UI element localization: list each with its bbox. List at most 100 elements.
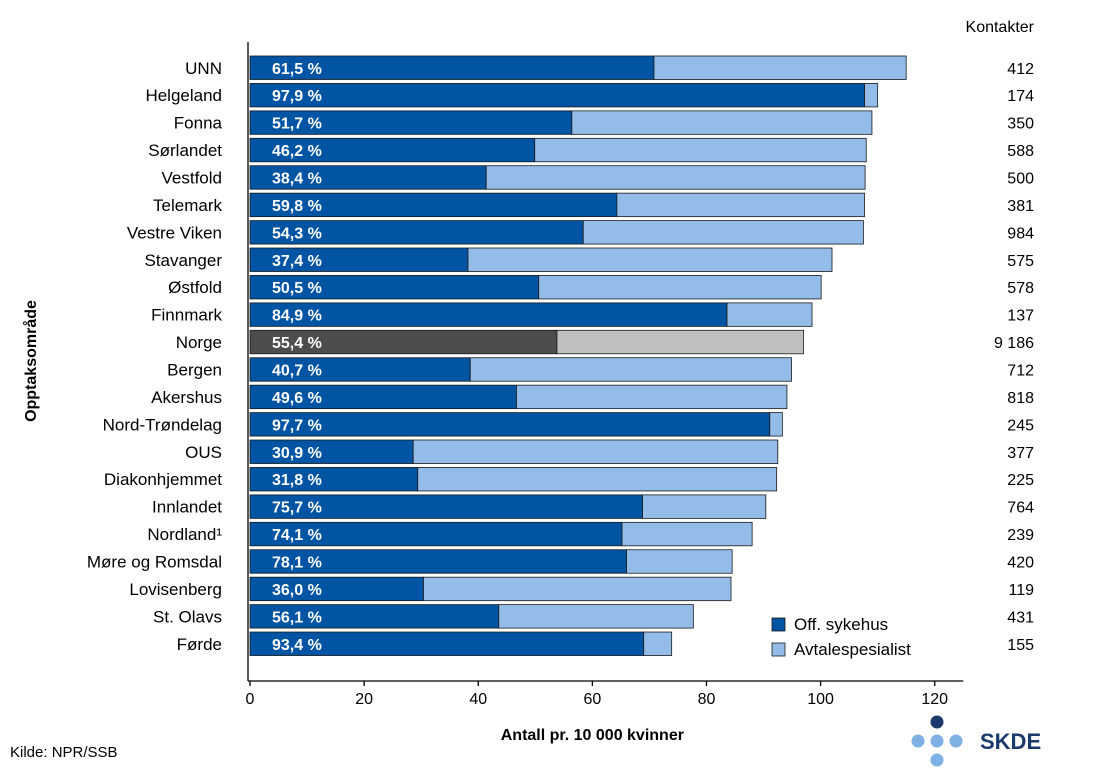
legend-label-avtalespesialist: Avtalespesialist: [794, 640, 911, 659]
bar-avtalespesialist: [485, 165, 866, 190]
logo-dot-icon: [930, 734, 944, 748]
contacts-value: 9 186: [994, 335, 1034, 352]
y-tick-label: OUS: [185, 443, 222, 462]
y-tick-label: Lovisenberg: [129, 580, 222, 599]
share-label: 97,9 %: [272, 88, 322, 105]
bar-avtalespesialist: [616, 192, 865, 218]
y-tick-label: Innlandet: [152, 498, 222, 517]
contacts-value: 818: [1007, 390, 1034, 407]
contacts-value: 350: [1007, 116, 1034, 133]
y-tick-label: Vestfold: [162, 168, 223, 187]
y-tick-label: St. Olavs: [153, 607, 222, 626]
share-label: 97,7 %: [272, 417, 322, 434]
bar-off-sykehus: [249, 412, 771, 437]
share-label: 31,8 %: [272, 472, 322, 489]
contacts-value: 500: [1007, 170, 1034, 187]
bar-avtalespesialist: [538, 275, 822, 300]
logo-dot-icon: [949, 734, 963, 748]
y-tick-label: UNN: [185, 59, 222, 78]
bar-avtalespesialist: [467, 247, 833, 272]
contacts-value: 412: [1007, 61, 1034, 78]
x-tick-label: 40: [469, 691, 487, 708]
y-tick-label: Akershus: [151, 388, 222, 407]
y-tick-label: Finnmark: [151, 306, 222, 325]
y-tick-label: Bergen: [167, 360, 222, 379]
share-label: 93,4 %: [272, 637, 322, 654]
share-label: 38,4 %: [272, 170, 322, 187]
y-tick-label: Telemark: [153, 196, 222, 215]
contacts-value: 137: [1007, 308, 1034, 325]
contacts-value: 239: [1007, 527, 1034, 544]
contacts-value: 420: [1007, 554, 1034, 571]
bar-avtalespesialist: [582, 220, 864, 245]
share-label: 84,9 %: [272, 308, 322, 325]
contacts-value: 578: [1007, 280, 1034, 297]
legend-swatch-off-sykehus: [771, 617, 786, 632]
contacts-value: 377: [1007, 445, 1034, 462]
contacts-value: 155: [1007, 637, 1034, 654]
share-label: 51,7 %: [272, 116, 322, 133]
share-label: 54,3 %: [272, 225, 322, 242]
bar-avtalespesialist: [864, 83, 879, 108]
x-axis-title: Antall pr. 10 000 kvinner: [501, 727, 684, 744]
y-tick-label: Vestre Viken: [127, 223, 222, 242]
bar-avtalespesialist: [653, 55, 907, 80]
bar-avtalespesialist: [769, 412, 783, 437]
y-tick-label: Stavanger: [145, 251, 223, 270]
bar-avtalespesialist: [571, 110, 873, 135]
contacts-value: 225: [1007, 472, 1034, 489]
logo-dot-icon: [930, 753, 944, 767]
y-tick-label: Diakonhjemmet: [104, 470, 222, 489]
contacts-value: 575: [1007, 253, 1034, 270]
y-tick-label: Nordland¹: [147, 525, 222, 544]
y-tick-label: Nord-Trøndelag: [103, 415, 222, 434]
x-tick-label: 100: [807, 691, 834, 708]
bar-off-sykehus: [249, 83, 865, 108]
bar-avtalespesialist: [534, 137, 867, 163]
contacts-value: 588: [1007, 143, 1034, 160]
share-label: 74,1 %: [272, 527, 322, 544]
legend-label-off-sykehus: Off. sykehus: [794, 615, 888, 634]
x-tick-label: 80: [698, 691, 716, 708]
y-tick-label: Førde: [177, 635, 222, 654]
bar-avtalespesialist: [621, 521, 753, 547]
share-label: 36,0 %: [272, 582, 322, 599]
y-tick-label: Helgeland: [145, 86, 222, 105]
y-tick-label: Fonna: [174, 114, 223, 133]
x-tick-label: 60: [583, 691, 601, 708]
contacts-value: 431: [1007, 609, 1034, 626]
y-tick-label: Sørlandet: [148, 141, 222, 160]
legend-swatch-avtalespesialist: [771, 642, 786, 657]
y-axis-title: Opptaksområde: [22, 300, 40, 422]
bar-avtalespesialist: [417, 467, 778, 492]
share-label: 61,5 %: [272, 61, 322, 78]
logo-text: SKDE: [980, 729, 1041, 754]
bar-avtalespesialist: [498, 604, 694, 629]
source-note: Kilde: NPR/SSB: [10, 744, 118, 761]
logo-dot-icon: [930, 715, 944, 729]
share-label: 46,2 %: [272, 143, 322, 160]
contacts-value: 119: [1008, 582, 1034, 599]
y-tick-label: Østfold: [168, 278, 222, 297]
bar-avtalespesialist: [516, 384, 788, 410]
contacts-value: 764: [1007, 500, 1034, 517]
bar-avtalespesialist: [726, 302, 813, 327]
share-label: 40,7 %: [272, 362, 322, 379]
share-label: 55,4 %: [272, 335, 322, 352]
contacts-value: 245: [1007, 417, 1034, 434]
bar-avtalespesialist: [626, 549, 733, 574]
y-tick-label: Møre og Romsdal: [87, 552, 222, 571]
bar-avtalespesialist: [643, 631, 673, 656]
bar-avtalespesialist: [642, 494, 767, 519]
share-label: 75,7 %: [272, 500, 322, 517]
bar-avtalespesialist: [412, 439, 779, 464]
bar-avtalespesialist: [469, 357, 792, 382]
share-label: 49,6 %: [272, 390, 322, 407]
x-tick-label: 120: [921, 691, 948, 708]
bar-avtalespesialist: [423, 576, 732, 602]
bar-avtalespesialist: [556, 329, 804, 355]
x-tick-label: 20: [355, 691, 373, 708]
share-label: 56,1 %: [272, 609, 322, 626]
x-tick-label: 0: [246, 691, 255, 708]
share-label: 37,4 %: [272, 253, 322, 270]
